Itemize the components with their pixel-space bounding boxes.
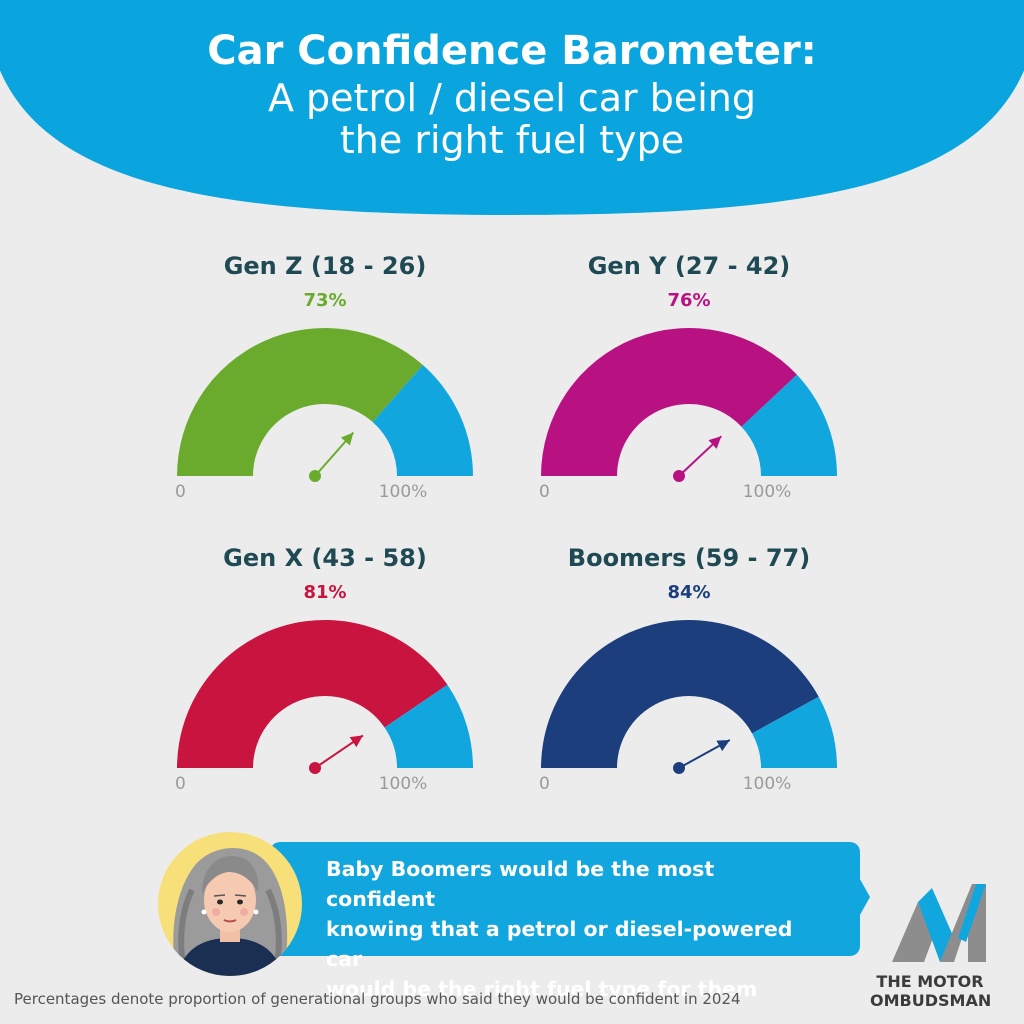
gauge-max-label: 100% — [742, 774, 792, 794]
logo-line-1: THE MOTOR — [876, 972, 984, 991]
logo-text: THE MOTOR OMBUDSMAN — [870, 972, 992, 1010]
title-line-1: Car Confidence Barometer: — [207, 28, 817, 74]
gauge-value-arc — [541, 327, 797, 476]
gauge-max-label: 100% — [378, 482, 428, 502]
gauge-remainder-arc — [384, 684, 473, 768]
callout-line-2: knowing that a petrol or diesel-powered … — [326, 917, 793, 971]
gauge-chart — [541, 620, 837, 774]
gauge-needle-pivot — [673, 470, 685, 482]
gauge-value-arc — [541, 620, 819, 768]
gauge-needle-arrowhead — [716, 740, 730, 752]
gauge-title: Gen X (43 - 58) — [223, 544, 427, 572]
gauge-value: 73% — [303, 290, 347, 311]
gauge-needle-pivot — [309, 762, 321, 774]
callout-tail — [856, 872, 870, 922]
gauge-chart — [177, 328, 473, 482]
title-line-3: the right fuel type — [339, 118, 685, 162]
gauge-chart — [541, 327, 837, 482]
header-banner — [0, 0, 1024, 215]
gauge-max-label: 100% — [378, 774, 428, 794]
gauge-min-label: 0 — [539, 482, 550, 502]
gauge-min-label: 0 — [175, 774, 186, 794]
gauge-needle-pivot — [673, 762, 685, 774]
gauge-title: Gen Y (27 - 42) — [587, 252, 791, 280]
gauge-value: 84% — [667, 582, 711, 603]
gauge-needle-pivot — [309, 470, 321, 482]
callout-line-1: Baby Boomers would be the most confident — [326, 857, 715, 911]
gauge-value-arc — [177, 620, 448, 768]
gauge-remainder-arc — [372, 364, 473, 476]
gauge-panel-boomers: Boomers (59 - 77) 84% 0 100% — [509, 544, 869, 804]
callout-bubble — [270, 842, 860, 956]
gauge-chart — [177, 620, 473, 774]
callout-line-3: would be the right fuel type for them — [326, 977, 758, 1001]
gauge-panel-gen-y: Gen Y (27 - 42) 76% 0 100% — [509, 252, 869, 512]
gauge-value-arc — [177, 328, 423, 476]
callout-text: Baby Boomers would be the most confident… — [326, 854, 826, 1004]
gauge-remainder-arc — [741, 374, 837, 476]
gauge-panel-gen-z: Gen Z (18 - 26) 73% 0 100% — [145, 252, 505, 512]
gauge-max-label: 100% — [742, 482, 792, 502]
title-line-2: A petrol / diesel car being — [267, 76, 757, 120]
footnote: Percentages denote proportion of generat… — [14, 990, 741, 1008]
gauge-panel-gen-x: Gen X (43 - 58) 81% 0 100% — [145, 544, 505, 804]
gauge-title: Boomers (59 - 77) — [567, 544, 811, 572]
gauge-needle-arrowhead — [349, 735, 363, 748]
gauge-needle-arrowhead — [708, 436, 722, 449]
gauge-min-label: 0 — [539, 774, 550, 794]
gauge-value: 81% — [303, 582, 347, 603]
boomer-avatar-illustration — [158, 832, 302, 976]
gauge-needle-arrowhead — [340, 432, 354, 446]
gauge-title: Gen Z (18 - 26) — [223, 252, 427, 280]
gauge-min-label: 0 — [175, 482, 186, 502]
motor-ombudsman-logo — [892, 884, 986, 962]
gauge-value: 76% — [667, 290, 711, 311]
gauge-remainder-arc — [752, 696, 837, 768]
logo-line-2: OMBUDSMAN — [870, 991, 992, 1010]
